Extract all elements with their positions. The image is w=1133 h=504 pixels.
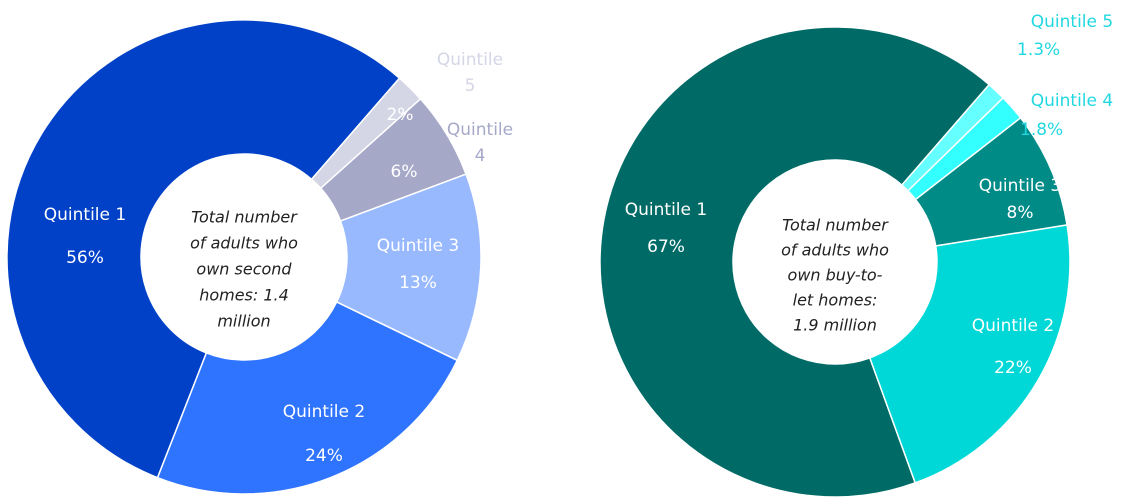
slice-label: Quintile 2	[283, 402, 365, 422]
donut-slice	[6, 19, 401, 479]
value-label: 22%	[994, 358, 1032, 378]
value-label: 13%	[399, 273, 437, 293]
slice-label: Quintile 2	[972, 316, 1054, 336]
center-text: million	[217, 312, 270, 331]
center-text: Total number	[191, 208, 298, 227]
slice-label: Quintile 5	[1031, 12, 1113, 32]
value-label: 1.3%	[1017, 40, 1060, 60]
center-text: own second	[196, 260, 292, 279]
slice-label: Quintile 3	[377, 236, 459, 256]
value-label: 1.8%	[1020, 120, 1063, 140]
slice-label: Quintile 4	[447, 120, 513, 166]
value-label: 8%	[1007, 203, 1034, 223]
center-text: 1.9 million	[793, 316, 877, 335]
value-label: 6%	[391, 162, 418, 182]
center-text: own buy-to-	[788, 266, 883, 285]
donut-hole	[733, 160, 937, 364]
center-text: of adults who	[781, 241, 889, 260]
value-label: 67%	[647, 237, 685, 257]
value-label: 2%	[387, 105, 414, 125]
slice-label: Quintile 4	[1031, 91, 1113, 111]
center-text: homes: 1.4	[199, 286, 289, 305]
center-text: of adults who	[190, 234, 298, 253]
slice-label: Quintile 5	[437, 50, 503, 96]
slice-label: Quintile 1	[44, 205, 126, 225]
donut-hole	[141, 154, 347, 360]
donut-slice	[319, 97, 467, 222]
value-label: 56%	[66, 248, 104, 268]
center-text: Total number	[782, 216, 889, 235]
slice-label: Quintile 3	[979, 176, 1061, 196]
center-text: let homes:	[793, 291, 878, 310]
value-label: 24%	[305, 446, 343, 466]
slice-label: Quintile 1	[625, 200, 707, 220]
